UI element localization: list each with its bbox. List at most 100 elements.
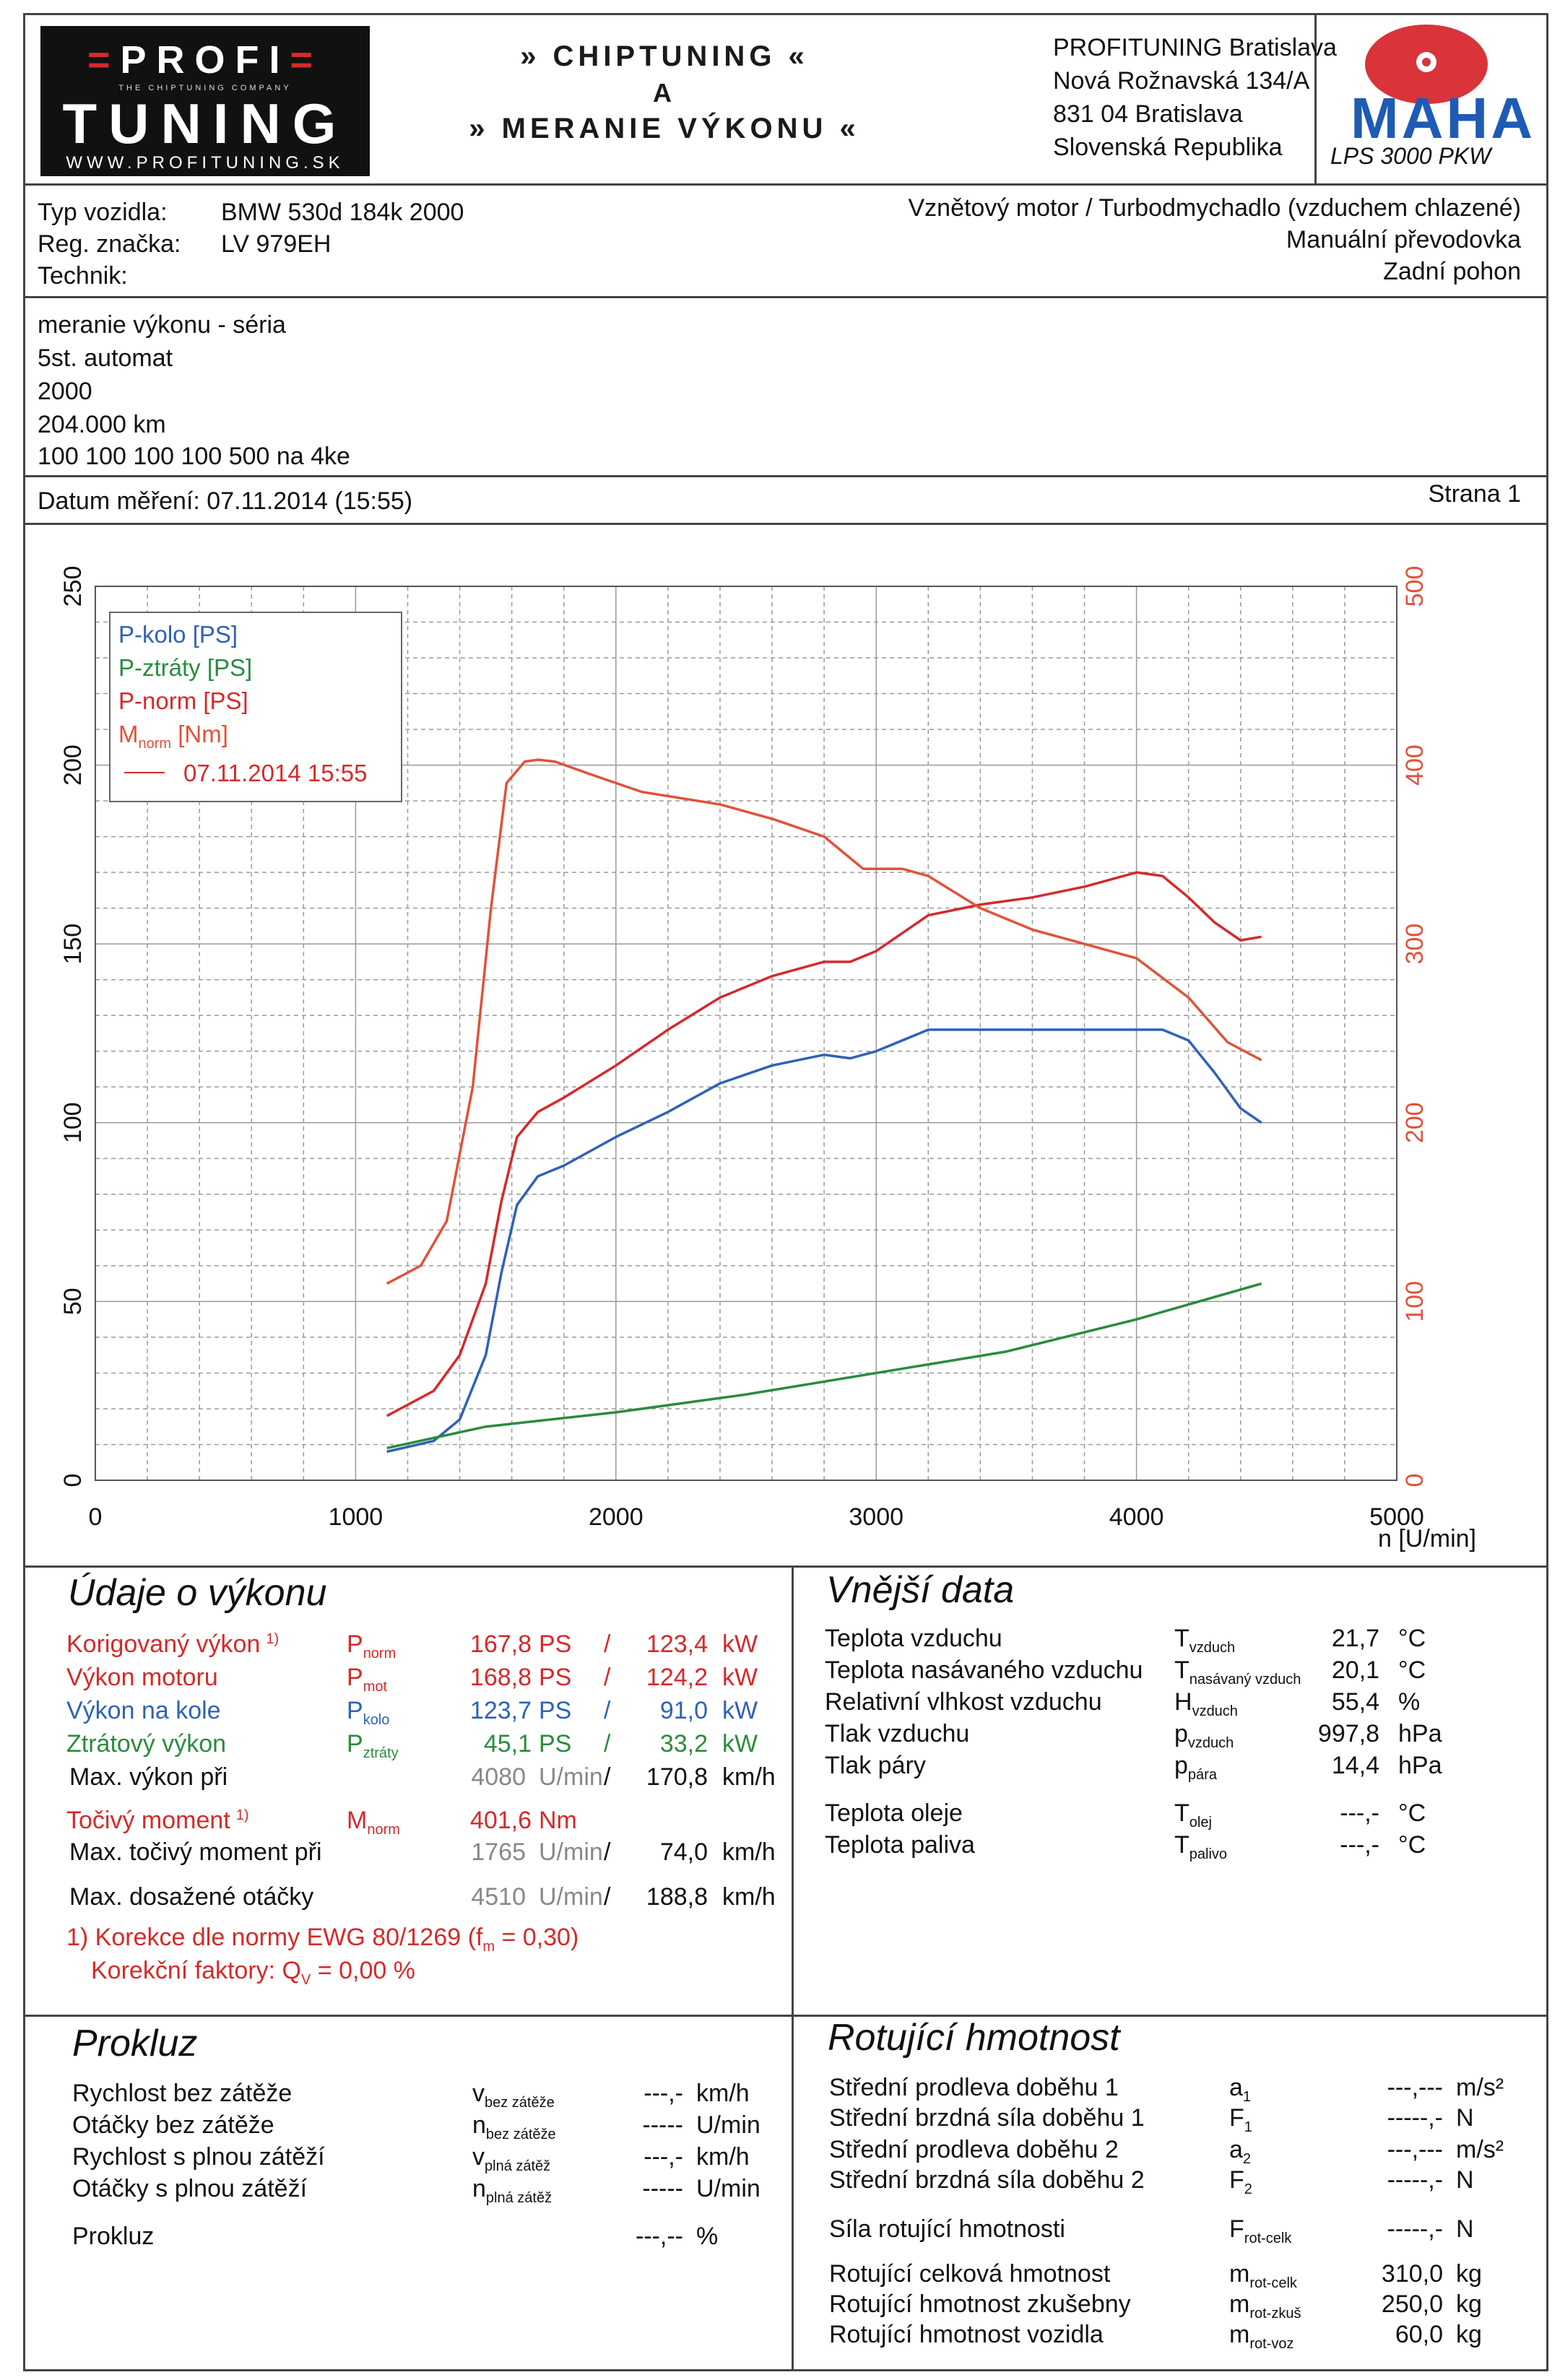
perf-sep: / bbox=[604, 1730, 611, 1758]
y-right-tick-label: 200 bbox=[1401, 1102, 1429, 1143]
perf-value: 170,8 bbox=[646, 1763, 708, 1791]
slip-value: ----- bbox=[642, 2175, 683, 2202]
slip-label: Otáčky s plnou zátěží bbox=[72, 2175, 308, 2202]
ext-value: ---,- bbox=[1340, 1799, 1379, 1827]
symbol: Hvzduch bbox=[1174, 1688, 1238, 1719]
perf-unit: U/min bbox=[539, 1838, 603, 1866]
ext-value: 997,8 bbox=[1317, 1720, 1379, 1747]
y-right-tick-label: 0 bbox=[1401, 1474, 1429, 1488]
series-line-0 bbox=[386, 1028, 1262, 1454]
perf-value: 188,8 bbox=[646, 1883, 708, 1911]
perf-unit: km/h bbox=[722, 1883, 776, 1911]
maha-model: LPS 3000 PKW bbox=[1330, 143, 1491, 169]
perf-label: Max. výkon při bbox=[69, 1763, 228, 1791]
symbol: mrot-celk bbox=[1229, 2260, 1297, 2291]
address-line: PROFITUNING Bratislava bbox=[1053, 34, 1337, 61]
y-left-tick-label: 50 bbox=[59, 1287, 87, 1315]
note-line: 204.000 km bbox=[38, 411, 166, 438]
divider bbox=[23, 296, 1548, 298]
perf-value: 124,2 bbox=[646, 1664, 708, 1691]
profituning-logo: =PROFI= THE CHIPTUNING COMPANY TUNING WW… bbox=[40, 26, 370, 176]
perf-label: Ztrátový výkon bbox=[66, 1730, 227, 1758]
ext-label: Teplota paliva bbox=[825, 1831, 975, 1859]
x-tick-label: 0 bbox=[89, 1503, 103, 1531]
y-left-tick-label: 100 bbox=[59, 1102, 87, 1143]
ext-label: Teplota vzduchu bbox=[825, 1625, 1002, 1652]
x-tick-label: 2000 bbox=[589, 1503, 644, 1531]
rot-label: Rotující hmotnost zkušebny bbox=[829, 2290, 1131, 2318]
perf-unit: PS bbox=[539, 1697, 572, 1724]
perf-value: 91,0 bbox=[659, 1697, 708, 1724]
slip-value: ---,-- bbox=[635, 2223, 683, 2250]
x-axis-label: n [U/min] bbox=[1378, 1525, 1476, 1552]
perf-value: 4510 bbox=[471, 1883, 526, 1911]
legend-run-label: 07.11.2014 15:55 bbox=[183, 760, 367, 786]
ext-value: 55,4 bbox=[1331, 1688, 1379, 1716]
symbol: nplná zátěž bbox=[472, 2175, 552, 2206]
slip-value: ---,- bbox=[644, 2143, 683, 2171]
symbol: Tnasávaný vzduch bbox=[1174, 1656, 1301, 1688]
ext-unit: °C bbox=[1398, 1656, 1426, 1684]
ext-label: Teplota oleje bbox=[825, 1799, 963, 1827]
divider bbox=[23, 1565, 1548, 1568]
symbol: Tolej bbox=[1174, 1799, 1212, 1830]
perf-sep: / bbox=[604, 1697, 611, 1724]
symbol: F1 bbox=[1229, 2104, 1252, 2135]
title-and: A bbox=[653, 78, 676, 108]
gearbox: Manuální převodovka bbox=[1286, 226, 1521, 253]
rot-unit: N bbox=[1456, 2104, 1474, 2132]
legend-box bbox=[109, 612, 402, 802]
y-right-tick-label: 100 bbox=[1401, 1281, 1429, 1322]
perf-value: 123,7 bbox=[469, 1697, 532, 1724]
perf-unit: PS bbox=[539, 1664, 572, 1691]
reg-label: Reg. značka: bbox=[38, 230, 181, 258]
legend-entry: P-kolo [PS] bbox=[118, 621, 238, 648]
chart-axes bbox=[95, 586, 1398, 1481]
ext-unit: °C bbox=[1398, 1831, 1426, 1859]
perf-sep: / bbox=[604, 1883, 611, 1911]
technician-label: Technik: bbox=[38, 262, 128, 290]
symbol: Tpalivo bbox=[1174, 1831, 1228, 1862]
symbol: F2 bbox=[1229, 2166, 1252, 2197]
symbol: a1 bbox=[1229, 2074, 1252, 2105]
perf-value: 168,8 bbox=[469, 1664, 532, 1691]
ext-value: 20,1 bbox=[1331, 1656, 1379, 1684]
chart-legend: P-kolo [PS] P-ztráty [PS] P-norm [PS] Mnorm… bbox=[109, 612, 402, 802]
divider bbox=[1314, 13, 1317, 183]
perf-value: 167,8 bbox=[469, 1630, 532, 1658]
symbol: vbez zátěže bbox=[472, 2080, 555, 2111]
perf-unit: PS bbox=[539, 1730, 572, 1758]
reg-value: LV 979EH bbox=[221, 230, 332, 258]
ext-unit: °C bbox=[1398, 1625, 1426, 1652]
vehicle-type-value: BMW 530d 184k 2000 bbox=[221, 199, 464, 226]
symbol: pvzduch bbox=[1174, 1720, 1234, 1751]
perf-unit: km/h bbox=[722, 1838, 776, 1866]
x-tick-label: 1000 bbox=[329, 1503, 384, 1531]
slip-unit: km/h bbox=[696, 2143, 750, 2171]
divider bbox=[792, 1565, 794, 2371]
slip-label: Rychlost bez zátěže bbox=[72, 2080, 292, 2107]
slip-unit: U/min bbox=[696, 2111, 760, 2139]
series-line-3 bbox=[386, 758, 1262, 1285]
footnote-correction: 1) Korekce dle normy EWG 80/1269 (fm = 0… bbox=[66, 1924, 579, 1955]
ext-value: ---,- bbox=[1340, 1831, 1379, 1859]
plot-border bbox=[95, 586, 1398, 1481]
slip-unit: % bbox=[696, 2223, 719, 2250]
rotating-title: Rotující hmotnost bbox=[828, 2017, 1120, 2059]
title-meranie: » MERANIE VÝKONU « bbox=[469, 113, 860, 144]
perf-sep: / bbox=[604, 1664, 611, 1691]
title-chiptuning: » CHIPTUNING « bbox=[520, 40, 809, 72]
rot-value: -----,- bbox=[1387, 2104, 1443, 2132]
perf-label: Max. točivý moment při bbox=[69, 1838, 322, 1866]
rot-label: Střední prodleva doběhu 1 bbox=[829, 2074, 1119, 2101]
perf-value: 74,0 bbox=[659, 1838, 708, 1866]
rot-unit: kg bbox=[1456, 2321, 1482, 2348]
symbol: vplná zátěž bbox=[472, 2143, 551, 2174]
slip-value: ---,- bbox=[644, 2080, 683, 2107]
rot-label: Rotující hmotnost vozidla bbox=[829, 2321, 1104, 2348]
perf-label: Točivý moment 1) bbox=[66, 1807, 249, 1834]
performance-title: Údaje o výkonu bbox=[68, 1572, 327, 1614]
page-number: Strana 1 bbox=[1428, 480, 1521, 508]
symbol: Frot-celk bbox=[1229, 2215, 1292, 2246]
